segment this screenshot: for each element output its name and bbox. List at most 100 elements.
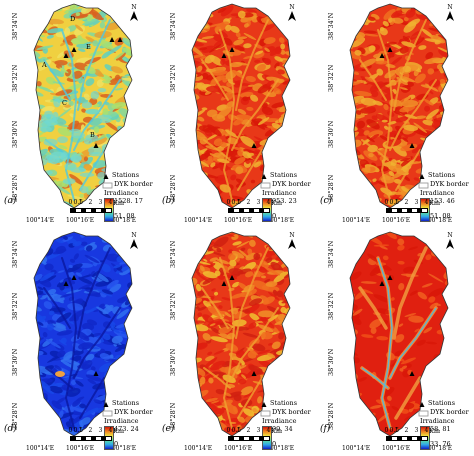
- terrain-patch: [203, 357, 218, 369]
- terrain-patch: [196, 152, 211, 162]
- terrain-patch: [369, 318, 383, 329]
- terrain-patch: [399, 368, 404, 372]
- terrain-patch: [55, 207, 65, 215]
- basin-outline: [33, 231, 133, 437]
- terrain-patch: [265, 281, 278, 287]
- low-irradiance-patch: [79, 172, 95, 178]
- terrain-patch: [360, 97, 377, 106]
- terrain-patch: [279, 153, 290, 163]
- station-marker: [63, 53, 69, 58]
- legend-border-label: DYK border: [272, 180, 311, 188]
- terrain-patch: [105, 304, 114, 312]
- terrain-patch: [40, 151, 50, 160]
- terrain-patch: [27, 361, 35, 369]
- terrain-patch: [244, 23, 249, 28]
- terrain-patch: [123, 146, 132, 155]
- terrain-patch: [397, 260, 405, 265]
- terrain-patch: [274, 144, 285, 151]
- latitude-tick-label: 38°32'N: [327, 292, 335, 320]
- terrain-patch: [243, 32, 257, 41]
- terrain-patch: [209, 323, 216, 327]
- terrain-patch: [37, 59, 52, 72]
- north-label: N: [289, 232, 295, 239]
- terrain-patch: [131, 142, 132, 148]
- terrain-patch: [416, 339, 426, 346]
- terrain-patch: [204, 421, 212, 426]
- terrain-patch: [98, 310, 111, 319]
- terrain-patch: [114, 347, 123, 353]
- terrain-patch: [118, 148, 124, 152]
- terrain-patch: [39, 248, 46, 253]
- terrain-patch: [201, 107, 208, 111]
- terrain-patch: [267, 353, 276, 359]
- terrain-patch: [109, 144, 120, 154]
- terrain-patch: [369, 405, 383, 409]
- terrain-patch: [49, 307, 66, 313]
- terrain-patch: [427, 144, 440, 156]
- terrain-patch: [121, 77, 132, 82]
- terrain-patch: [114, 87, 124, 91]
- terrain-patch: [127, 327, 132, 332]
- terrain-patch: [203, 428, 209, 436]
- terrain-patch: [125, 386, 132, 392]
- terrain-patch: [102, 108, 109, 116]
- terrain-patch: [55, 185, 71, 195]
- terrain-patch: [227, 307, 240, 312]
- terrain-patch: [77, 35, 83, 42]
- terrain-patch: [89, 51, 104, 57]
- legend-stations-label: Stations: [270, 171, 298, 179]
- terrain-patch: [277, 78, 285, 84]
- terrain-patch: [287, 311, 290, 320]
- terrain-patch: [201, 35, 215, 40]
- terrain-patch: [209, 55, 223, 66]
- colorbar-min-label: 33. 76: [430, 440, 451, 448]
- terrain-patch: [261, 275, 266, 279]
- terrain-patch: [361, 196, 371, 203]
- terrain-patch: [370, 90, 379, 98]
- north-arrow-icon: N: [444, 4, 456, 23]
- terrain-patch: [372, 181, 379, 185]
- terrain-patch: [367, 16, 376, 21]
- terrain-patch: [192, 122, 196, 129]
- terrain-patch: [238, 378, 247, 385]
- valley-streak: [393, 19, 427, 111]
- valley-streak: [219, 29, 236, 201]
- terrain-patch: [124, 251, 132, 259]
- terrain-patch: [192, 125, 194, 134]
- terrain-patch: [34, 362, 39, 366]
- terrain-patch: [197, 116, 205, 122]
- scale-tick-label: 0.5: [231, 199, 242, 206]
- terrain-patch: [192, 232, 195, 238]
- scale-tick-label: 0: [226, 427, 231, 434]
- terrain-patch: [425, 341, 438, 345]
- terrain-patch: [213, 408, 225, 415]
- terrain-patch: [431, 139, 446, 147]
- map-panel-f: 38°34'N 38°32'N 38°30'N 38°28'N 100°14'E 100°…: [316, 228, 474, 456]
- terrain-patch: [254, 59, 261, 63]
- colorbar-min-label: 0: [114, 440, 119, 448]
- station-marker: [251, 371, 257, 376]
- terrain-patch: [68, 100, 74, 106]
- terrain-patch: [279, 365, 290, 372]
- terrain-patch: [274, 56, 283, 62]
- terrain-patch: [59, 410, 64, 418]
- terrain-patch: [425, 51, 434, 60]
- terrain-patch: [192, 242, 207, 251]
- terrain-patch: [232, 406, 238, 414]
- terrain-patch: [101, 50, 112, 59]
- terrain-patch: [441, 149, 448, 156]
- longitude-tick-label: 100°14'E: [26, 217, 55, 224]
- terrain-patch: [34, 10, 37, 20]
- legend-station-icon: [261, 174, 267, 179]
- terrain-patch: [37, 85, 54, 93]
- station-marker: [387, 275, 393, 280]
- terrain-patch: [438, 156, 448, 160]
- scale-tick-label: 0: [68, 427, 73, 434]
- terrain-patch: [217, 274, 225, 280]
- terrain-patch: [115, 388, 132, 394]
- terrain-patch: [92, 40, 99, 47]
- terrain-patch: [237, 108, 247, 115]
- terrain-patch: [232, 146, 243, 151]
- colorbar-min-label: 51. 08: [430, 212, 451, 220]
- terrain-patch: [350, 182, 366, 191]
